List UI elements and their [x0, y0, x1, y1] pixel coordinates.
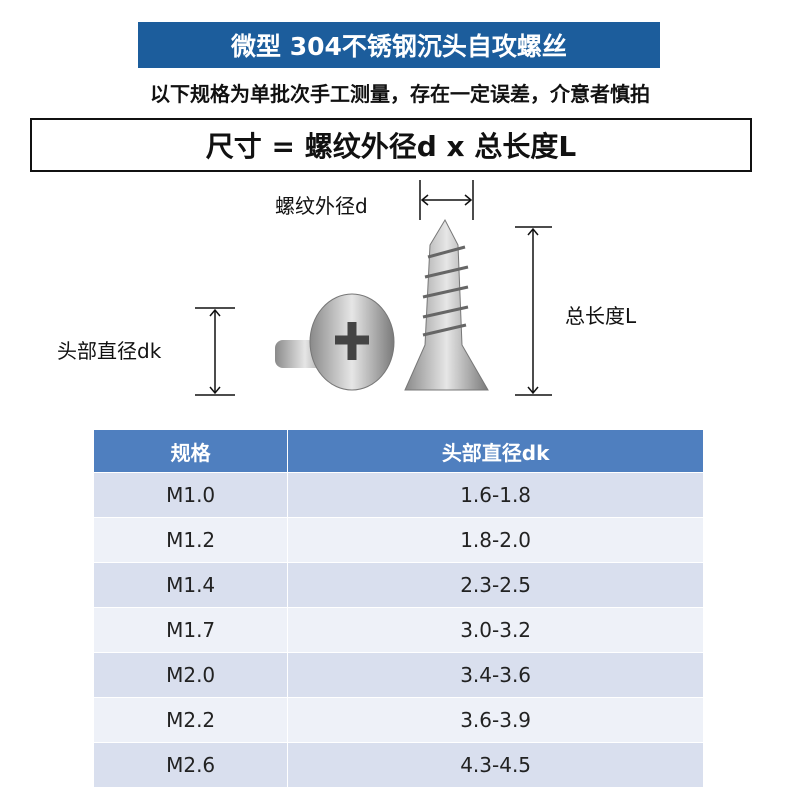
column-header: 头部直径dk [287, 430, 704, 473]
table-row: M2.6 4.3-4.5 [94, 742, 704, 787]
formula-box: 尺寸 = 螺纹外径d x 总长度L [30, 118, 752, 172]
screw-illustration [195, 180, 552, 396]
long-screw [404, 218, 489, 391]
table-row: M1.0 1.6-1.8 [94, 472, 704, 518]
table-row: M2.2 3.6-3.9 [94, 697, 704, 743]
table-cell: 1.8-2.0 [287, 517, 704, 563]
table-cell: M1.7 [94, 607, 289, 653]
length-label: 总长度L [565, 304, 637, 328]
table-cell: M1.4 [94, 562, 289, 608]
table-cell: M2.2 [94, 697, 289, 743]
table-cell: 1.6-1.8 [287, 472, 704, 518]
head-label: 头部直径dk [57, 339, 162, 363]
table-row: M1.7 3.0-3.2 [94, 607, 704, 653]
table-cell: 3.0-3.2 [287, 607, 704, 653]
table-cell: 2.3-2.5 [287, 562, 704, 608]
subtitle: 以下规格为单批次手工测量，存在一定误差，介意者慎拍 [150, 82, 650, 106]
phillips-slot [335, 322, 369, 360]
table-row: M1.2 1.8-2.0 [94, 517, 704, 563]
title-banner: 微型 304不锈钢沉头自攻螺丝 [138, 22, 660, 68]
table-cell: M1.0 [94, 472, 289, 518]
table-cell: M2.0 [94, 652, 289, 698]
table-cell: M2.6 [94, 742, 289, 787]
table-cell: 4.3-4.5 [287, 742, 704, 787]
table-cell: 3.4-3.6 [287, 652, 704, 698]
table-cell: 3.6-3.9 [287, 697, 704, 743]
thread-label: 螺纹外径d [275, 194, 368, 218]
screw-threads [422, 245, 469, 337]
spec-table: 规格 头部直径dk M1.0 1.6-1.8 M1.2 1.8-2.0 M1.4 2.3-2… [94, 430, 704, 787]
column-header: 规格 [94, 430, 289, 473]
table-row: M2.0 3.4-3.6 [94, 652, 704, 698]
table-cell: M1.2 [94, 517, 289, 563]
table-row: M1.4 2.3-2.5 [94, 562, 704, 608]
